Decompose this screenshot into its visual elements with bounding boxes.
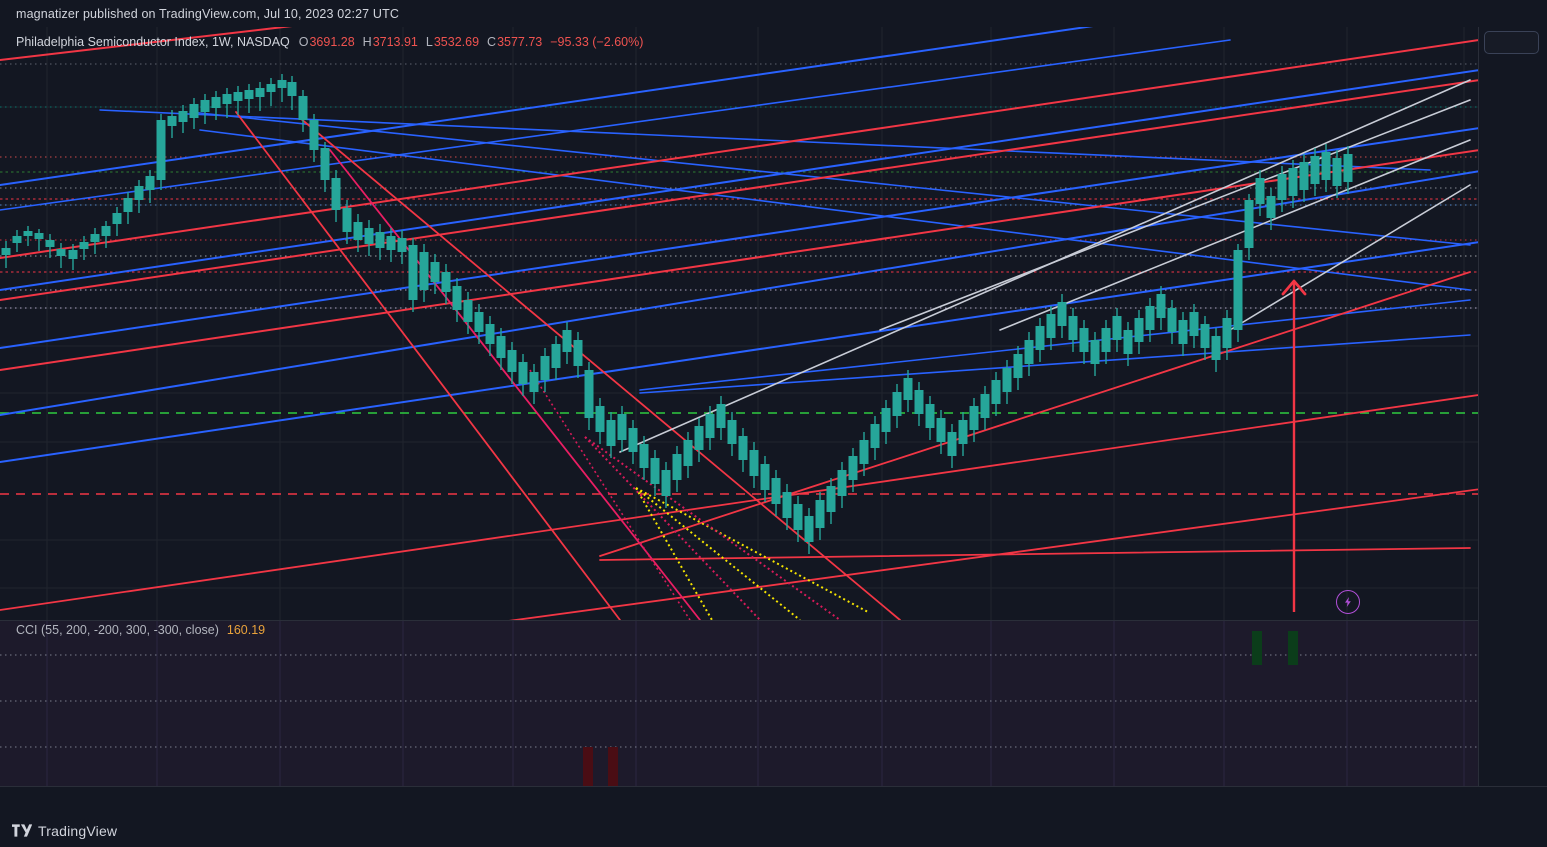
- publish-bar: magnatizer published on TradingView.com,…: [0, 0, 1547, 27]
- price-scale[interactable]: [1478, 27, 1547, 786]
- cci-chart-canvas: [0, 621, 1478, 786]
- price-pane[interactable]: [0, 27, 1478, 621]
- publish-text: magnatizer published on TradingView.com,…: [16, 6, 400, 21]
- corner-label-box[interactable]: [1484, 31, 1539, 54]
- tradingview-logo-icon: [12, 824, 32, 837]
- lightning-bolt-icon[interactable]: [1336, 590, 1360, 614]
- time-scale[interactable]: [0, 786, 1547, 814]
- cci-pane[interactable]: [0, 621, 1478, 786]
- up-arrow-annotation: [1281, 279, 1307, 612]
- tradingview-logo: TradingView: [12, 823, 117, 839]
- price-chart-canvas: [0, 27, 1478, 621]
- tradingview-logo-text: TradingView: [38, 822, 118, 839]
- footer-bar: TradingView: [0, 814, 1547, 847]
- pane-divider: [0, 620, 1478, 621]
